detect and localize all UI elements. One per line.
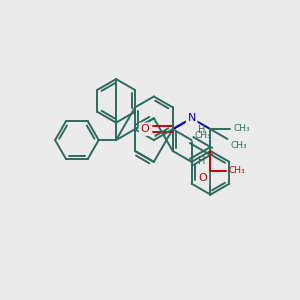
Text: N: N — [188, 113, 196, 123]
Text: CH₃: CH₃ — [230, 141, 247, 150]
Text: CH₃: CH₃ — [229, 166, 245, 175]
Text: O: O — [140, 124, 149, 134]
Text: H: H — [198, 156, 206, 166]
Text: H: H — [198, 125, 205, 135]
Text: O: O — [199, 172, 208, 183]
Text: CH₃: CH₃ — [195, 131, 211, 140]
Text: CH₃: CH₃ — [233, 124, 250, 133]
